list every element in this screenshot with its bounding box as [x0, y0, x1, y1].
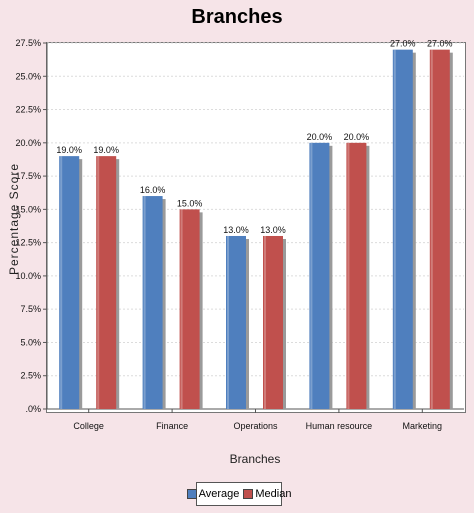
data-label: 19.0%	[56, 145, 82, 155]
bar-highlight	[347, 142, 350, 409]
data-label: 13.0%	[223, 225, 249, 235]
bar-average	[392, 49, 413, 410]
y-tick-label: 15.0%	[15, 204, 41, 214]
bar-median	[179, 209, 200, 409]
bar-median	[346, 142, 367, 409]
bar-highlight	[180, 209, 183, 409]
x-tick-label: Marketing	[403, 421, 443, 431]
y-tick-label: 27.5%	[15, 38, 41, 48]
y-tick-label: 2.5%	[20, 371, 41, 381]
bar-highlight	[97, 156, 100, 409]
legend-label-average: Average	[198, 488, 240, 500]
x-tick-label: Finance	[156, 421, 188, 431]
bar-highlight	[310, 142, 313, 409]
data-label: 15.0%	[177, 198, 203, 208]
legend-label-median: Median	[255, 488, 292, 500]
bar-highlight	[264, 235, 266, 409]
bar-average	[59, 156, 80, 409]
bar-median	[429, 49, 450, 410]
data-label: 19.0%	[93, 145, 119, 155]
legend: Average Median	[186, 482, 291, 506]
y-tick-label: 7.5%	[20, 304, 41, 314]
data-label: 20.0%	[344, 132, 370, 142]
data-label: 13.0%	[260, 225, 286, 235]
data-label: 20.0%	[307, 132, 333, 142]
y-tick-label: 22.5%	[15, 105, 41, 115]
bar-average	[309, 142, 330, 409]
data-label: 27.0%	[427, 39, 453, 49]
chart-title: Branches	[191, 6, 283, 28]
bar-median	[263, 235, 283, 409]
x-axis-label: Branches	[229, 452, 281, 466]
bar-median	[96, 156, 117, 409]
data-label: 16.0%	[140, 185, 166, 195]
bar-highlight	[143, 196, 146, 409]
y-tick-label: .0%	[25, 404, 41, 414]
data-label: 27.0%	[390, 39, 416, 49]
legend-swatch-average	[186, 489, 197, 499]
bar-highlight	[227, 235, 229, 409]
y-tick-label: 25.0%	[15, 71, 41, 81]
legend-swatch-median	[243, 489, 254, 499]
y-tick-label: 20.0%	[15, 138, 41, 148]
legend-item-average: Average	[186, 488, 240, 500]
bar-highlight	[393, 49, 396, 410]
legend-item-median: Median	[243, 488, 291, 500]
x-tick-label: Operations	[233, 421, 278, 431]
y-tick-label: 17.5%	[15, 171, 41, 181]
bar-highlight	[430, 49, 433, 410]
bar-highlight	[60, 156, 63, 409]
y-tick-label: 5.0%	[20, 337, 41, 347]
y-tick-label: 10.0%	[15, 271, 41, 281]
x-tick-label: College	[73, 421, 104, 431]
x-tick-label: Human resource	[306, 421, 373, 431]
bar-average	[142, 196, 163, 409]
y-tick-label: 12.5%	[15, 238, 41, 248]
bar-average	[226, 235, 246, 409]
